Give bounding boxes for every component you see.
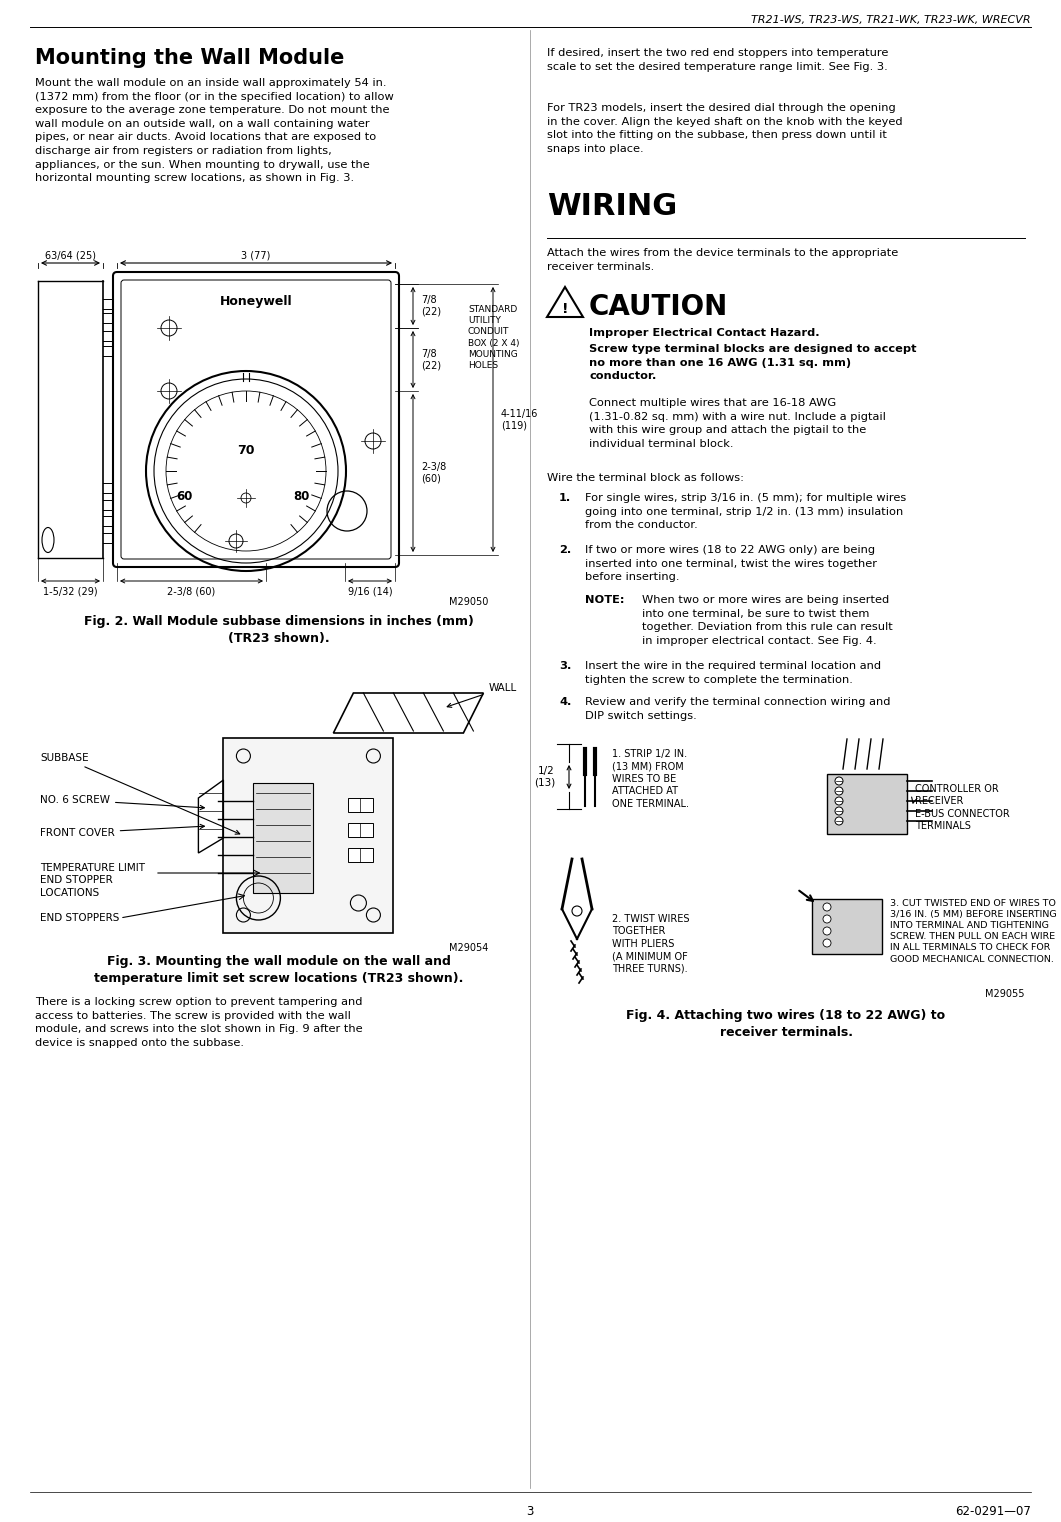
Text: When two or more wires are being inserted
into one terminal, be sure to twist th: When two or more wires are being inserte…: [642, 595, 892, 645]
Text: 1-5/32 (29): 1-5/32 (29): [44, 587, 98, 597]
Text: 7/8
(22): 7/8 (22): [421, 295, 441, 317]
Circle shape: [835, 807, 843, 814]
Text: Fig. 2. Wall Module subbase dimensions in inches (mm)
(TR23 shown).: Fig. 2. Wall Module subbase dimensions i…: [84, 615, 474, 645]
Text: END STOPPERS: END STOPPERS: [40, 913, 120, 922]
Text: 3: 3: [526, 1505, 534, 1517]
Text: Screw type terminal blocks are designed to accept
no more than one 16 AWG (1.31 : Screw type terminal blocks are designed …: [589, 344, 917, 380]
Text: If desired, insert the two red end stoppers into temperature
scale to set the de: If desired, insert the two red end stopp…: [547, 49, 888, 72]
Text: Fig. 4. Attaching two wires (18 to 22 AWG) to
receiver terminals.: Fig. 4. Attaching two wires (18 to 22 AW…: [626, 1009, 945, 1040]
Text: M29050: M29050: [449, 597, 488, 607]
Text: 1/2
(13): 1/2 (13): [534, 766, 555, 788]
Text: Improper Electrical Contact Hazard.: Improper Electrical Contact Hazard.: [589, 329, 820, 338]
Circle shape: [835, 817, 843, 825]
Text: 4.: 4.: [559, 697, 572, 708]
FancyBboxPatch shape: [224, 738, 394, 933]
Circle shape: [823, 903, 831, 912]
Circle shape: [823, 939, 831, 947]
Text: M29054: M29054: [449, 944, 488, 953]
Circle shape: [823, 927, 831, 935]
Circle shape: [823, 915, 831, 922]
FancyBboxPatch shape: [114, 272, 399, 568]
Text: 1. STRIP 1/2 IN.
(13 MM) FROM
WIRES TO BE
ATTACHED AT
ONE TERMINAL.: 1. STRIP 1/2 IN. (13 MM) FROM WIRES TO B…: [612, 749, 689, 808]
Text: For single wires, strip 3/16 in. (5 mm); for multiple wires
going into one termi: For single wires, strip 3/16 in. (5 mm);…: [585, 493, 906, 530]
Text: TR21-WS, TR23-WS, TR21-WK, TR23-WK, WRECVR: TR21-WS, TR23-WS, TR21-WK, TR23-WK, WREC…: [751, 15, 1031, 24]
Circle shape: [572, 906, 582, 916]
Text: If two or more wires (18 to 22 AWG only) are being
inserted into one terminal, t: If two or more wires (18 to 22 AWG only)…: [585, 545, 877, 583]
Text: Fig. 3. Mounting the wall module on the wall and
temperature limit set screw loc: Fig. 3. Mounting the wall module on the …: [94, 954, 464, 985]
Circle shape: [835, 798, 843, 805]
Text: 2-3/8 (60): 2-3/8 (60): [168, 587, 215, 597]
Bar: [348, 848, 373, 861]
FancyBboxPatch shape: [121, 280, 392, 559]
Text: !: !: [561, 301, 569, 317]
Bar: [812, 900, 882, 954]
Text: 4-11/16
(119): 4-11/16 (119): [501, 409, 538, 431]
Text: 70: 70: [238, 444, 255, 458]
Text: 7/8
(22): 7/8 (22): [421, 349, 441, 370]
Text: Connect multiple wires that are 16-18 AWG
(1.31-0.82 sq. mm) with a wire nut. In: Connect multiple wires that are 16-18 AW…: [589, 397, 886, 449]
Text: M29055: M29055: [986, 989, 1025, 998]
Text: Attach the wires from the device terminals to the appropriate
receiver terminals: Attach the wires from the device termina…: [547, 248, 899, 271]
Text: FRONT COVER: FRONT COVER: [40, 825, 205, 839]
Bar: [254, 782, 313, 893]
Text: 2.: 2.: [559, 545, 571, 556]
Text: 63/64 (25): 63/64 (25): [45, 250, 95, 260]
Bar: [348, 823, 373, 837]
Text: CAUTION: CAUTION: [589, 294, 728, 321]
Circle shape: [835, 778, 843, 785]
Text: NOTE:: NOTE:: [585, 595, 625, 606]
Bar: [827, 775, 907, 834]
Text: For TR23 models, insert the desired dial through the opening
in the cover. Align: For TR23 models, insert the desired dial…: [547, 103, 903, 154]
Text: WIRING: WIRING: [547, 192, 677, 221]
Text: Mounting the Wall Module: Mounting the Wall Module: [35, 49, 345, 68]
Text: 62-0291—07: 62-0291—07: [955, 1505, 1031, 1517]
Circle shape: [835, 787, 843, 794]
Text: 60: 60: [176, 490, 192, 502]
Text: Mount the wall module on an inside wall approximately 54 in.
(1372 mm) from the : Mount the wall module on an inside wall …: [35, 78, 394, 183]
Text: 9/16 (14): 9/16 (14): [348, 587, 393, 597]
Text: 2-3/8
(60): 2-3/8 (60): [421, 463, 447, 484]
Text: Insert the wire in the required terminal location and
tighten the screw to compl: Insert the wire in the required terminal…: [585, 661, 881, 685]
Text: SUBBASE: SUBBASE: [40, 753, 240, 834]
Text: TEMPERATURE LIMIT
END STOPPER
LOCATIONS: TEMPERATURE LIMIT END STOPPER LOCATIONS: [40, 863, 145, 898]
Text: Honeywell: Honeywell: [220, 295, 293, 309]
Bar: [348, 798, 373, 813]
Text: There is a locking screw option to prevent tampering and
access to batteries. Th: There is a locking screw option to preve…: [35, 997, 363, 1047]
Text: STANDARD
UTILITY
CONDUIT
BOX (2 X 4)
MOUNTING
HOLES: STANDARD UTILITY CONDUIT BOX (2 X 4) MOU…: [468, 306, 520, 370]
Text: 3 (77): 3 (77): [241, 250, 271, 260]
Text: 3.: 3.: [559, 661, 572, 671]
Text: CONTROLLER OR
RECEIVER
E-BUS CONNECTOR
TERMINALS: CONTROLLER OR RECEIVER E-BUS CONNECTOR T…: [915, 784, 1010, 831]
Text: Wire the terminal block as follows:: Wire the terminal block as follows:: [547, 473, 744, 482]
Text: 80: 80: [293, 490, 309, 502]
Text: 1.: 1.: [559, 493, 571, 502]
Text: 3. CUT TWISTED END OF WIRES TO
3/16 IN. (5 MM) BEFORE INSERTING
INTO TERMINAL AN: 3. CUT TWISTED END OF WIRES TO 3/16 IN. …: [890, 900, 1057, 963]
Text: NO. 6 SCREW: NO. 6 SCREW: [40, 794, 205, 810]
Text: WALL: WALL: [447, 683, 517, 708]
Text: Review and verify the terminal connection wiring and
DIP switch settings.: Review and verify the terminal connectio…: [585, 697, 890, 720]
Text: 2. TWIST WIRES
TOGETHER
WITH PLIERS
(A MINIMUM OF
THREE TURNS).: 2. TWIST WIRES TOGETHER WITH PLIERS (A M…: [612, 915, 690, 974]
